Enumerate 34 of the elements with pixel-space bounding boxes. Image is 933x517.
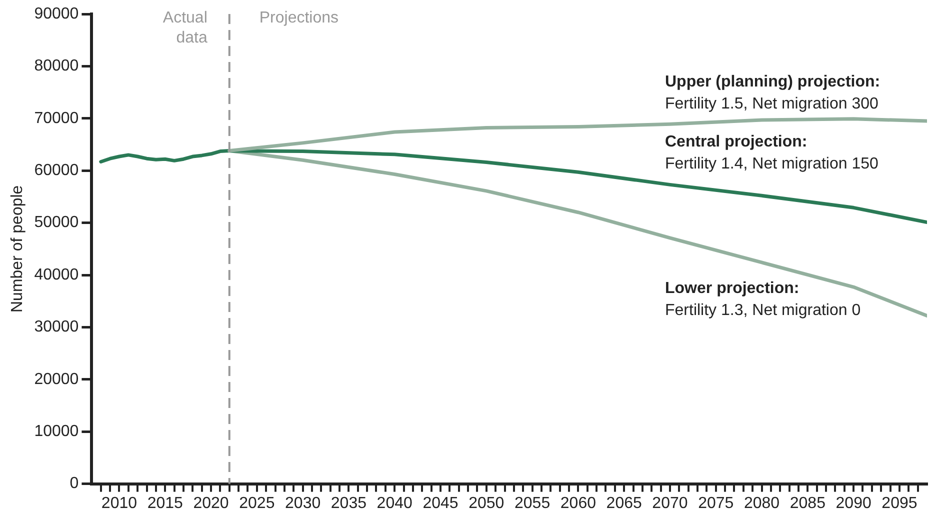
x-tick-label: 2050: [468, 494, 504, 512]
x-tick-label: 2070: [652, 494, 688, 512]
x-tick-label: 2020: [193, 494, 229, 512]
y-tick-label: 20000: [34, 370, 79, 388]
series-label: Central projection: Fertility 1.4, Net migration 150: [665, 133, 879, 172]
y-axis-title: Number of people: [9, 185, 26, 312]
x-tick-label: 2040: [376, 494, 413, 512]
series-label: Upper (planning) projection: Fertility 1.5, Net migration 300: [665, 74, 880, 113]
y-tick-label: 40000: [34, 266, 79, 284]
x-tick-label: 2010: [101, 494, 138, 512]
x-tick-label: 2045: [422, 494, 458, 512]
y-tick-label: 10000: [34, 423, 79, 440]
y-tick-label: 50000: [34, 214, 79, 232]
y-tick-label: 80000: [34, 58, 79, 75]
x-tick-label: 2015: [147, 494, 184, 512]
ref-line-label: Actual data: [162, 9, 208, 46]
annotation: Projections: [259, 9, 339, 26]
x-tick-label: 2075: [698, 494, 734, 512]
x-tick-label: 2090: [836, 494, 872, 512]
x-tick-label: 2035: [330, 494, 367, 512]
y-tick-label: 90000: [34, 5, 79, 22]
x-tick-label: 2085: [790, 494, 826, 512]
x-tick-label: 2095: [882, 494, 918, 512]
x-tick-label: 2025: [239, 494, 275, 512]
x-tick-label: 2060: [560, 494, 596, 512]
y-tick-label: 60000: [34, 162, 79, 180]
y-tick-label: 30000: [34, 318, 79, 336]
x-tick-label: 2030: [285, 494, 321, 512]
x-tick-label: 2055: [514, 494, 550, 512]
y-tick-label: 0: [70, 475, 79, 492]
y-tick-label: 70000: [34, 110, 79, 127]
x-tick-label: 2065: [606, 494, 642, 512]
x-tick-label: 2080: [744, 494, 780, 512]
series-label: Lower projection: Fertility 1.3, Net migration 0: [665, 280, 861, 319]
